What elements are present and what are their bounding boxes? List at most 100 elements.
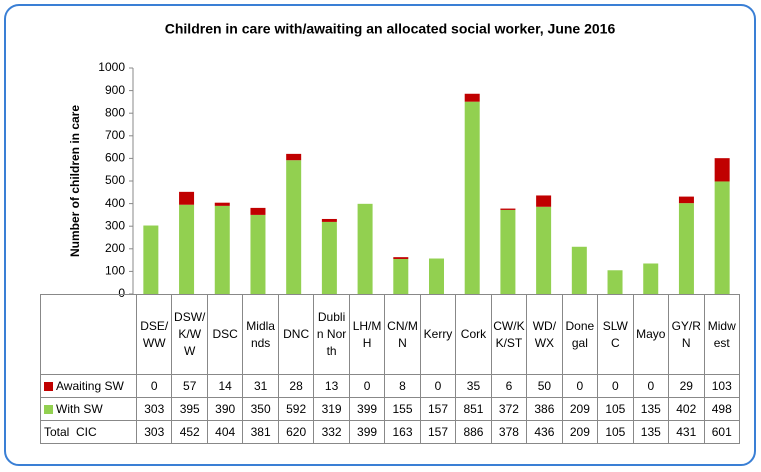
table-total: 431 bbox=[668, 420, 705, 444]
table-total: 399 bbox=[348, 420, 386, 444]
table-value: 0 bbox=[348, 374, 386, 398]
y-tick-label: 100 bbox=[105, 264, 125, 278]
x-tick-label: Dublin North bbox=[313, 294, 350, 375]
x-tick-label: GY/RN bbox=[668, 294, 705, 375]
table-total: 886 bbox=[455, 420, 492, 444]
y-tick-label: 900 bbox=[105, 83, 125, 97]
series-row: Awaiting SW 0 57 14 31 28 13 0 8 0 35 6 50 0 0 0 29 103 bbox=[40, 374, 740, 398]
bar-segment bbox=[393, 258, 409, 294]
total-label: Total CIC bbox=[40, 420, 137, 444]
y-tick-label: 600 bbox=[105, 151, 125, 165]
y-tick-label: 300 bbox=[105, 218, 125, 232]
bar-segment bbox=[536, 195, 552, 207]
x-tick-label: Kerry bbox=[419, 294, 457, 375]
table-total: 157 bbox=[419, 420, 457, 444]
table-value: 35 bbox=[455, 374, 492, 398]
x-tick-label: Mayo bbox=[632, 294, 670, 375]
table-value: 498 bbox=[703, 397, 740, 421]
bar-segment bbox=[714, 181, 730, 294]
table-value: 28 bbox=[277, 374, 315, 398]
y-tick-label: 400 bbox=[105, 196, 125, 210]
table-value: 57 bbox=[171, 374, 208, 398]
table-value: 0 bbox=[135, 374, 173, 398]
table-value: 0 bbox=[561, 374, 599, 398]
y-tick-label: 800 bbox=[105, 105, 125, 119]
table-total: 303 bbox=[135, 420, 173, 444]
bar-segment bbox=[179, 191, 195, 205]
table-total: 378 bbox=[490, 420, 528, 444]
table-value: 103 bbox=[703, 374, 740, 398]
chart-title: Children in care with/awaiting an alloca… bbox=[165, 21, 616, 37]
table-value: 29 bbox=[668, 374, 705, 398]
table-value: 399 bbox=[348, 397, 386, 421]
x-tick-label: SLWC bbox=[597, 294, 634, 375]
legend-entry: Awaiting SW bbox=[40, 374, 137, 398]
bar-segment bbox=[214, 202, 230, 206]
table-total: 332 bbox=[313, 420, 350, 444]
bar-segment bbox=[500, 209, 516, 294]
table-value: 303 bbox=[135, 397, 173, 421]
table-value: 851 bbox=[455, 397, 492, 421]
x-tick-label: DSE/WW bbox=[135, 294, 173, 375]
bar-segment bbox=[678, 196, 694, 204]
bar-segment bbox=[571, 246, 587, 294]
x-tick-label: DSC bbox=[206, 294, 244, 375]
y-tick-label: 200 bbox=[105, 241, 125, 255]
table-total: 404 bbox=[206, 420, 244, 444]
table-value: 350 bbox=[242, 397, 279, 421]
bar-segment bbox=[143, 225, 159, 294]
bar-segment bbox=[357, 203, 373, 294]
table-total: 381 bbox=[242, 420, 279, 444]
table-total: 135 bbox=[632, 420, 670, 444]
table-total: 105 bbox=[597, 420, 634, 444]
corner-cell bbox=[40, 294, 137, 375]
bar-segment bbox=[643, 263, 659, 294]
x-tick-label: DNC bbox=[277, 294, 315, 375]
x-tick-label: Midwest bbox=[703, 294, 740, 375]
table-total: 436 bbox=[526, 420, 563, 444]
x-tick-label: Midlands bbox=[242, 294, 279, 375]
bar-segment bbox=[678, 203, 694, 294]
bar-segment bbox=[286, 153, 302, 161]
table-value: 386 bbox=[526, 397, 563, 421]
table-total: 452 bbox=[171, 420, 208, 444]
bar-segment bbox=[286, 160, 302, 294]
total-row: Total CIC 303 452 404 381 620 332 399 163 157 886 3… bbox=[40, 420, 740, 444]
table-value: 105 bbox=[597, 397, 634, 421]
x-tick-label: CN/MN bbox=[384, 294, 421, 375]
table-value: 395 bbox=[171, 397, 208, 421]
x-tick-label: Cork bbox=[455, 294, 492, 375]
legend-label: Awaiting SW bbox=[56, 378, 124, 393]
table-value: 8 bbox=[384, 374, 421, 398]
table-value: 155 bbox=[384, 397, 421, 421]
bar-segment bbox=[464, 101, 480, 294]
table-total: 209 bbox=[561, 420, 599, 444]
table-value: 31 bbox=[242, 374, 279, 398]
table-value: 319 bbox=[313, 397, 350, 421]
table-value: 157 bbox=[419, 397, 457, 421]
x-tick-label: Donegal bbox=[561, 294, 599, 375]
category-row: DSE/WW DSW/K/WW DSC Midlands DNC Dublin North… bbox=[40, 294, 740, 375]
bar-segment bbox=[536, 206, 552, 294]
table-value: 14 bbox=[206, 374, 244, 398]
bar-segment bbox=[250, 207, 266, 215]
table-value: 0 bbox=[597, 374, 634, 398]
table-value: 6 bbox=[490, 374, 528, 398]
bar-segment bbox=[714, 158, 730, 182]
bar-segment bbox=[214, 205, 230, 294]
y-tick-label: 0 bbox=[118, 286, 125, 300]
legend-swatch bbox=[44, 381, 53, 391]
bar-segment bbox=[321, 221, 337, 294]
data-table: DSE/WW DSW/K/WW DSC Midlands DNC Dublin North… bbox=[40, 294, 740, 444]
table-value: 209 bbox=[561, 397, 599, 421]
legend-label: With SW bbox=[56, 401, 103, 416]
bar-segment bbox=[607, 270, 623, 294]
x-tick-label: WD/WX bbox=[526, 294, 563, 375]
bar-segment bbox=[464, 93, 480, 102]
y-tick-label: 700 bbox=[105, 128, 125, 142]
legend-swatch bbox=[44, 404, 53, 414]
y-tick-label: 500 bbox=[105, 173, 125, 187]
table-value: 135 bbox=[632, 397, 670, 421]
series-row: With SW 303 395 390 350 592 319 399 155 157 851 372… bbox=[40, 397, 740, 421]
legend-entry: With SW bbox=[40, 397, 137, 421]
